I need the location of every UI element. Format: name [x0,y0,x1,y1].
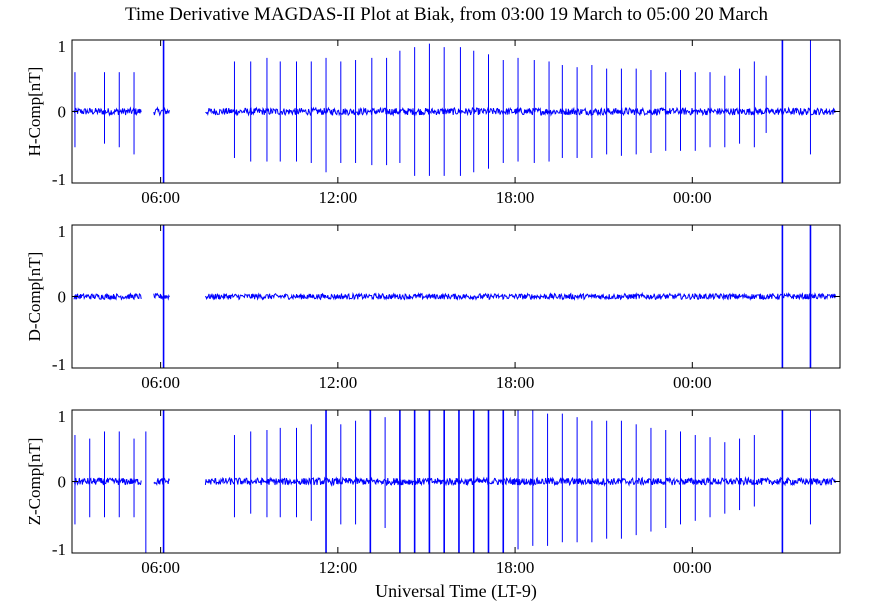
x-tick-label: 18:00 [496,558,535,577]
y-tick-label: 1 [58,407,67,426]
panel-3: 1 0 -1 06:00 12:00 18:00 00:00 Z-Comp[nT] [25,407,841,577]
y-tick-label: 0 [58,288,67,307]
y-tick-label: 1 [58,37,67,56]
panels-group: 1 0 -1 06:00 12:00 18:00 00:00 H-Comp[nT] 1 0 -1 06… [25,37,841,577]
panel-1: 1 0 -1 06:00 12:00 18:00 00:00 H-Comp[nT] [25,37,841,207]
signal-noise-series [73,106,836,117]
y-axis-label: Z-Comp[nT] [25,438,44,526]
x-tick-label: 06:00 [141,558,180,577]
x-tick-label: 12:00 [318,188,357,207]
x-tick-label: 06:00 [141,188,180,207]
x-tick-label: 00:00 [673,188,712,207]
x-tick-label: 12:00 [318,373,357,392]
y-tick-label: -1 [52,540,66,559]
signal-noise-series [73,476,836,487]
y-axis-label: H-Comp[nT] [25,67,44,157]
y-tick-label: 0 [58,103,67,122]
x-tick-label: 18:00 [496,188,535,207]
y-tick-label: -1 [52,170,66,189]
y-tick-label: -1 [52,355,66,374]
y-axis-label: D-Comp[nT] [25,252,44,342]
panel-2: 1 0 -1 06:00 12:00 18:00 00:00 D-Comp[nT] [25,222,841,392]
x-tick-label: 18:00 [496,373,535,392]
y-tick-label: 1 [58,222,67,241]
x-axis-label: Universal Time (LT-9) [375,581,537,601]
y-tick-label: 0 [58,473,67,492]
x-tick-label: 00:00 [673,373,712,392]
x-tick-label: 06:00 [141,373,180,392]
x-tick-label: 12:00 [318,558,357,577]
chart-title: Time Derivative MAGDAS-II Plot at Biak, … [124,4,769,25]
signal-noise-series [73,291,836,301]
x-tick-label: 00:00 [673,558,712,577]
